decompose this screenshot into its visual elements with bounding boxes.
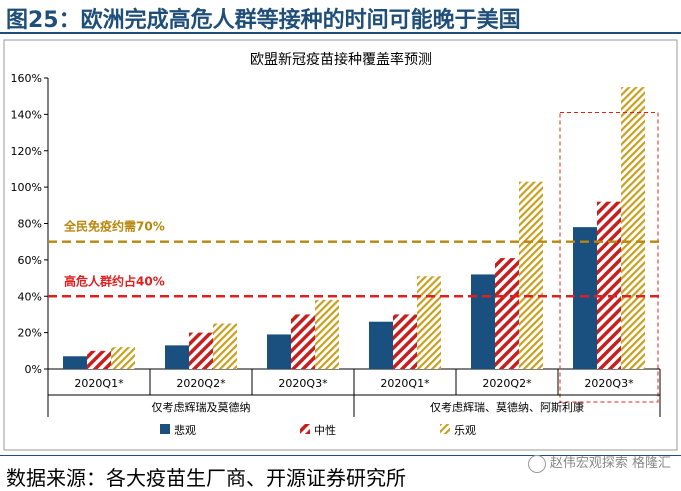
bar-pessimistic <box>573 227 597 369</box>
bar-neutral <box>495 258 519 369</box>
source-rule <box>0 455 681 456</box>
herd-immunity-line-label: 全民免疫约需70% <box>63 219 165 234</box>
source-note: 数据来源：各大疫苗生厂商、开源证券研究所 <box>6 466 406 490</box>
chart-title: 欧盟新冠疫苗接种覆盖率预测 <box>250 51 432 68</box>
y-tick-label: 40% <box>18 290 42 303</box>
y-tick-label: 160% <box>11 72 42 85</box>
bar-neutral <box>597 201 621 369</box>
bar-neutral <box>87 350 111 369</box>
bar-optimistic <box>519 181 543 369</box>
y-tick-label: 120% <box>11 145 42 158</box>
bar-optimistic <box>315 299 339 369</box>
x-tick-label: 2020Q1* <box>74 377 124 390</box>
y-tick-label: 80% <box>18 218 42 231</box>
legend-swatch <box>440 424 450 434</box>
watermark: 赵伟宏观探索 格隆汇 <box>527 452 671 473</box>
y-tick-label: 20% <box>18 327 42 340</box>
y-tick-label: 100% <box>11 181 42 194</box>
bar-pessimistic <box>471 274 495 369</box>
coverage-chart: 欧盟新冠疫苗接种覆盖率预测 0% 20% 40% 60% 80% 100% 120% 140%… <box>3 39 678 451</box>
watermark-logo: 格隆汇 <box>631 456 671 471</box>
wechat-icon <box>527 454 546 473</box>
bar-pessimistic <box>63 356 87 369</box>
y-tick-label: 140% <box>11 108 42 121</box>
legend-label: 乐观 <box>454 424 476 437</box>
watermark-text: 赵伟宏观探索 <box>549 456 628 471</box>
high-risk-line-label: 高危人群约占40% <box>64 273 165 288</box>
bar-optimistic <box>111 347 135 369</box>
x-tick-label: 2020Q3* <box>584 377 634 390</box>
bar-neutral <box>393 314 417 369</box>
bar-pessimistic <box>267 334 291 369</box>
bar-optimistic <box>417 276 441 369</box>
group-label: 仅考虑辉瑞及莫德纳 <box>152 400 251 414</box>
bar-neutral <box>189 332 213 369</box>
highlight-box <box>559 112 659 403</box>
y-tick-label: 0% <box>25 363 42 376</box>
legend-label: 中性 <box>314 423 336 437</box>
bar-pessimistic <box>165 345 189 369</box>
x-tick-label: 2020Q2* <box>176 377 226 390</box>
x-tick-label: 2020Q3* <box>278 377 328 390</box>
figure-title: 图25：欧洲完成高危人群等接种的时间可能晚于美国 <box>6 8 521 33</box>
y-tick-label: 60% <box>18 254 42 267</box>
bar-optimistic <box>621 87 645 369</box>
legend-swatch <box>160 424 170 434</box>
bar-neutral <box>291 314 315 369</box>
legend-swatch <box>300 424 310 434</box>
legend-label: 悲观 <box>174 423 196 437</box>
group-label: 仅考虑辉瑞、莫德纳、阿斯利康 <box>430 400 584 414</box>
chart-frame <box>3 39 678 451</box>
x-tick-label: 2020Q1* <box>380 377 430 390</box>
bar-optimistic <box>213 323 237 369</box>
title-rule <box>0 32 681 34</box>
x-tick-label: 2020Q2* <box>482 377 532 390</box>
bar-pessimistic <box>369 321 393 369</box>
